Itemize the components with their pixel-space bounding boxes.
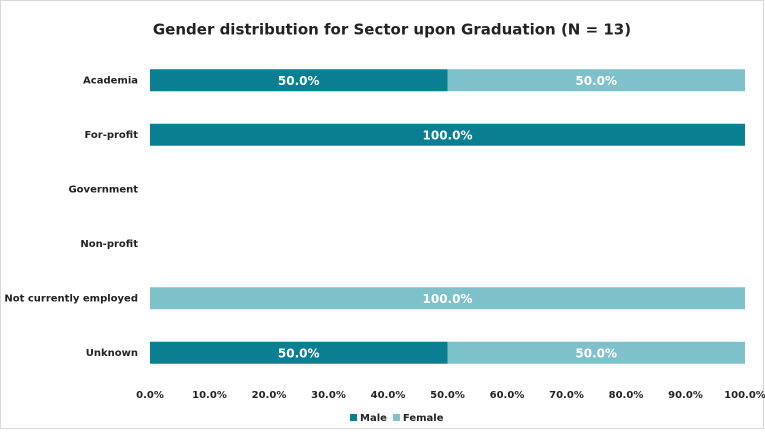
x-tick-label: 0.0% [136, 390, 164, 401]
x-tick-label: 80.0% [609, 390, 644, 401]
data-label: 100.0% [423, 292, 473, 306]
bar-segment [150, 123, 745, 146]
data-label: 50.0% [575, 74, 617, 88]
bar-segment [447, 341, 745, 364]
y-tick-label: Not currently employed [4, 293, 138, 304]
x-tick-label: 40.0% [371, 390, 406, 401]
legend-label: Male [360, 413, 387, 424]
y-tick-label: Academia [83, 75, 138, 86]
x-tick-label: 100.0% [724, 390, 765, 401]
chart-title: Gender distribution for Sector upon Grad… [153, 21, 631, 39]
x-tick-label: 20.0% [252, 390, 287, 401]
y-tick-label: Non-profit [80, 239, 138, 250]
bar-segment [447, 69, 745, 92]
x-tick-label: 60.0% [490, 390, 525, 401]
y-tick-label: Government [68, 184, 138, 195]
data-label: 50.0% [575, 346, 617, 360]
legend-swatch [392, 414, 400, 421]
x-tick-label: 90.0% [668, 390, 703, 401]
x-tick-label: 50.0% [430, 390, 465, 401]
y-tick-label: For-profit [84, 130, 138, 141]
bar-segment [150, 341, 448, 364]
legend-swatch [350, 414, 357, 421]
data-label: 50.0% [278, 346, 320, 360]
x-tick-label: 30.0% [311, 390, 346, 401]
data-label: 50.0% [278, 74, 320, 88]
y-tick-label: Unknown [86, 348, 138, 359]
legend-label: Female [403, 413, 444, 424]
data-label: 100.0% [423, 128, 473, 142]
bar-segment [150, 69, 448, 92]
x-tick-label: 70.0% [549, 390, 584, 401]
x-tick-label: 10.0% [192, 390, 227, 401]
bar-segment [150, 287, 745, 310]
